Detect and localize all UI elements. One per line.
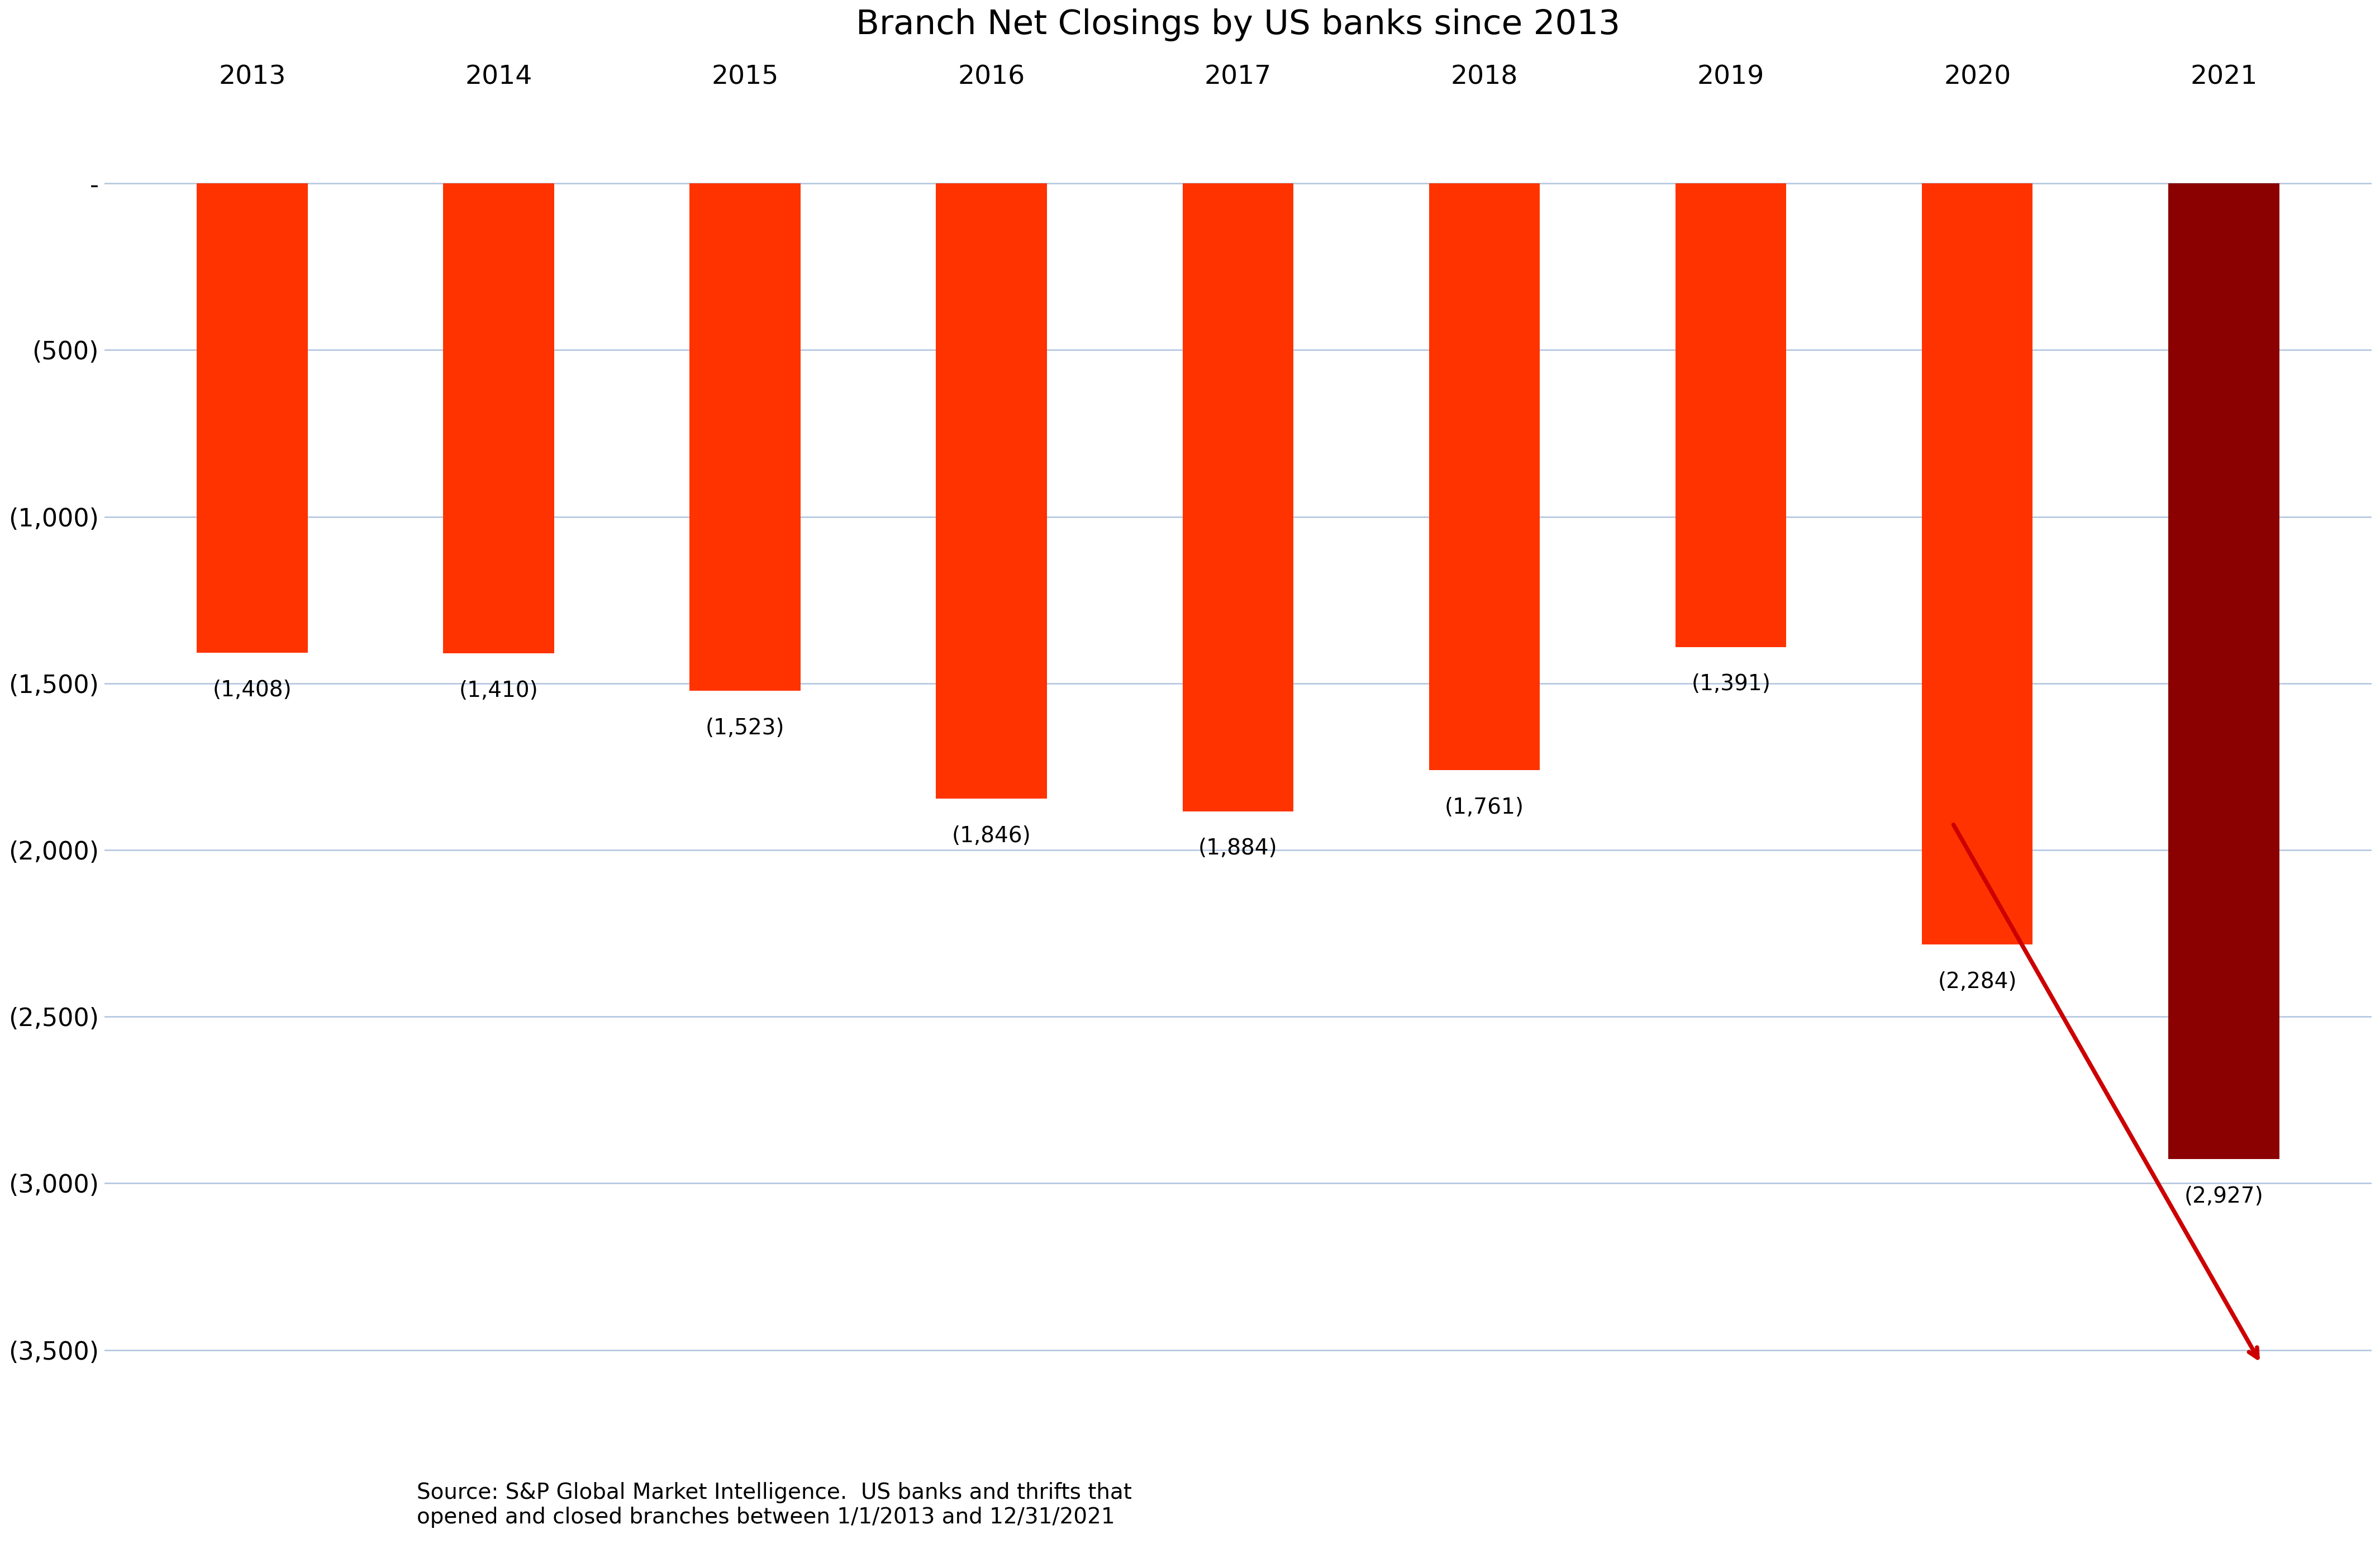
Text: (2,927): (2,927) [2185, 1186, 2263, 1207]
Text: (1,410): (1,410) [459, 680, 538, 702]
Text: Source: S&P Global Market Intelligence.  US banks and thrifts that
opened and cl: Source: S&P Global Market Intelligence. … [416, 1482, 1130, 1528]
Bar [1428, 183, 1540, 771]
Bar [2168, 183, 2280, 1160]
Text: (2,284): (2,284) [1937, 972, 2016, 992]
Bar [935, 183, 1047, 799]
Text: (1,884): (1,884) [1200, 838, 1278, 859]
Text: (1,523): (1,523) [704, 718, 785, 740]
Bar [1676, 183, 1787, 647]
Text: (1,391): (1,391) [1692, 674, 1771, 694]
Bar [1183, 183, 1292, 812]
Text: (1,761): (1,761) [1445, 798, 1523, 818]
Bar [690, 183, 800, 691]
Bar [443, 183, 555, 653]
Bar [1923, 183, 2033, 945]
Title: Branch Net Closings by US banks since 2013: Branch Net Closings by US banks since 20… [857, 8, 1621, 41]
Text: (1,408): (1,408) [212, 680, 293, 700]
Text: (1,846): (1,846) [952, 826, 1031, 846]
Bar [198, 183, 307, 653]
